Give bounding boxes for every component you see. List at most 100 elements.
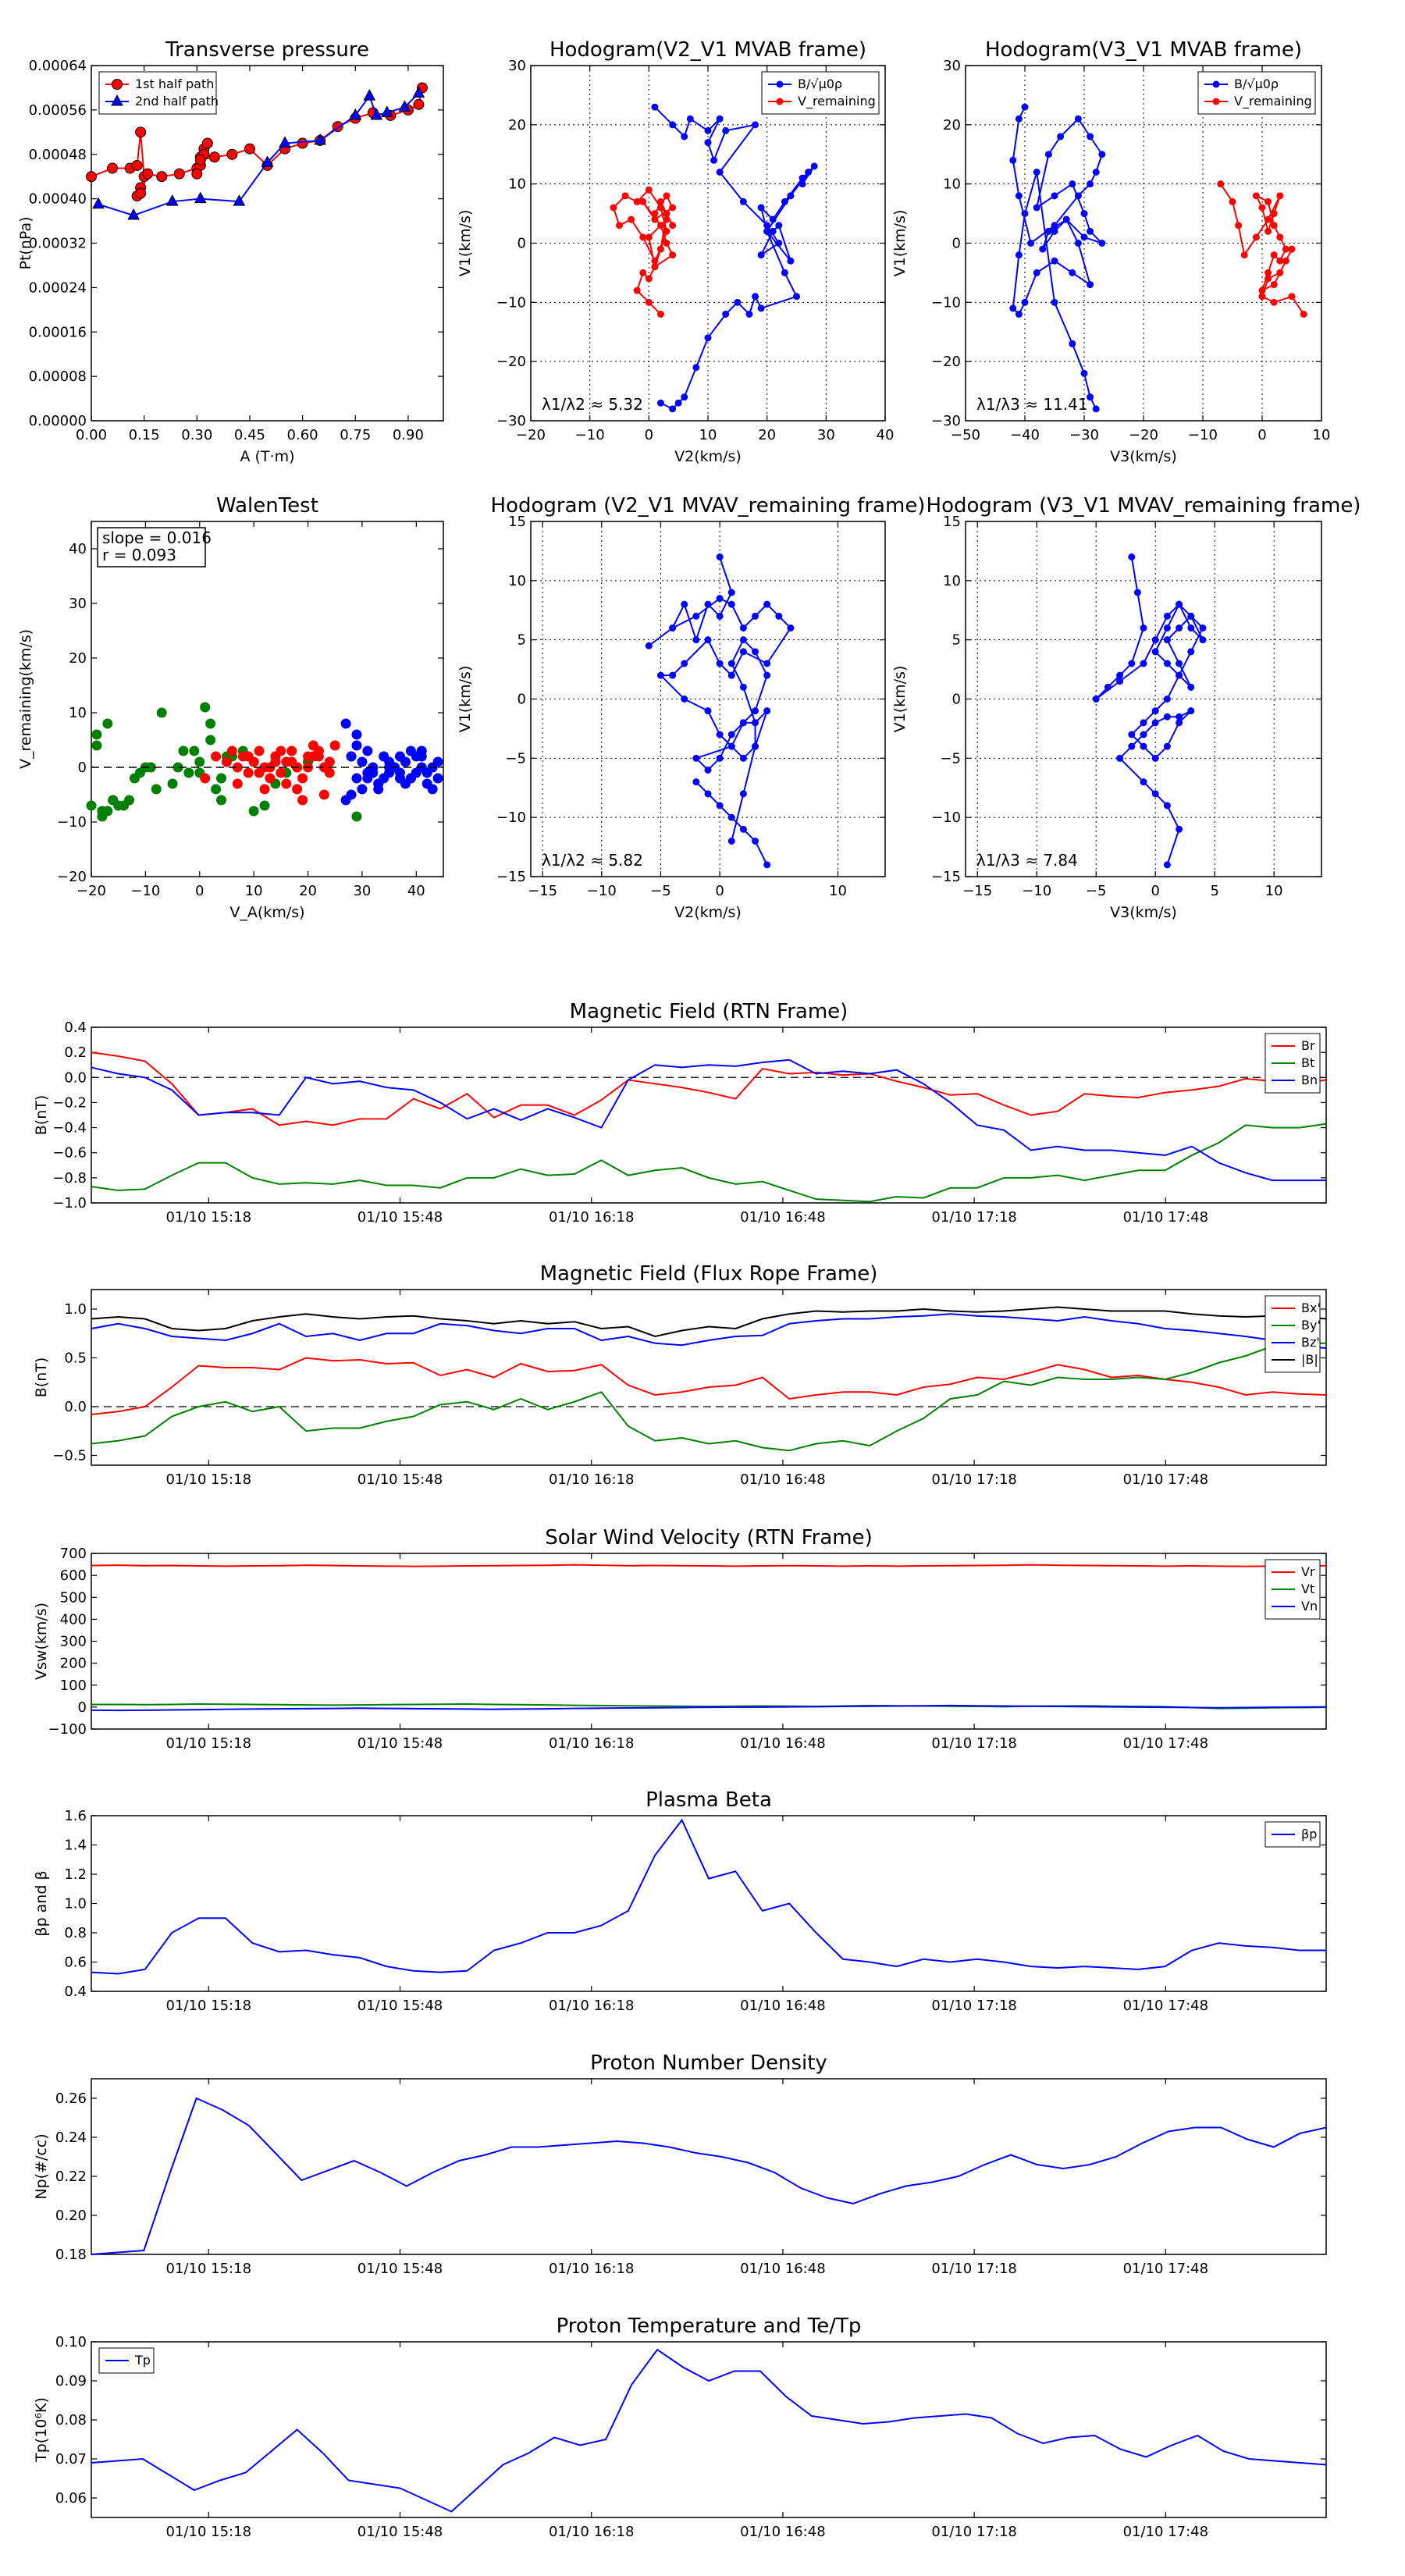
- mag_fr-legend-label: |B|: [1301, 1352, 1318, 1367]
- walen-point: [243, 767, 254, 778]
- tp_temp-ytick-label: 0.08: [55, 2412, 87, 2428]
- hodo2-point: [1087, 227, 1094, 235]
- hodo3-point: [739, 790, 747, 798]
- mag_fr-xtick-label: 01/10 17:18: [931, 1471, 1016, 1488]
- hodo2-point: [1270, 281, 1278, 289]
- walen-point: [270, 756, 281, 767]
- hodo2-point: [1080, 233, 1088, 241]
- walen-ytick-label: −10: [57, 814, 87, 831]
- hodo2-point: [1074, 115, 1082, 123]
- hodo4-point: [1140, 660, 1147, 667]
- hodo2-ylabel: V1(km/s): [891, 210, 909, 277]
- vsw-xtick-label: 01/10 15:18: [166, 1735, 251, 1752]
- hodo2-ytick-label: −10: [931, 294, 961, 311]
- hodo4-point: [1199, 624, 1207, 632]
- hodo4-point: [1187, 624, 1195, 632]
- hodo3-ytick-label: 0: [518, 692, 526, 708]
- tp-point: [370, 108, 383, 120]
- hodo3-point: [739, 636, 747, 644]
- hodo4-point: [1187, 683, 1195, 691]
- mag_fr-series-Bz': [91, 1313, 1327, 1349]
- hodo1-xtick-label: 30: [817, 427, 835, 443]
- tp_temp-legend-label: Tp: [134, 2353, 151, 2368]
- hodo2-point: [1258, 204, 1266, 212]
- np-xtick-label: 01/10 17:18: [931, 2261, 1016, 2277]
- hodo2-point: [1051, 257, 1058, 265]
- hodo3-point: [669, 624, 677, 632]
- tp-point: [92, 197, 105, 209]
- vsw-ylabel: Vsw(km/s): [33, 1603, 50, 1680]
- hodo2-point: [1033, 169, 1040, 176]
- hodo2-point: [1282, 257, 1289, 265]
- hodo2-point: [1009, 156, 1017, 164]
- np-ylabel: Np(#/cc): [33, 2133, 50, 2199]
- hodo2-title: Hodogram(V3_V1 MVAB frame): [985, 38, 1302, 62]
- walen-ytick-label: −20: [57, 869, 87, 885]
- hodo4-point: [1187, 648, 1195, 656]
- hodo1-point: [663, 227, 670, 235]
- hodo2-point: [1288, 245, 1296, 253]
- hodo1-legend: [761, 71, 880, 115]
- np-xtick-label: 01/10 17:48: [1123, 2261, 1208, 2277]
- vsw-ytick-label: 500: [60, 1589, 87, 1606]
- tp-xtick-label: 0.90: [393, 427, 424, 443]
- hodo3-xtick-label: −5: [650, 883, 671, 899]
- hodo3-point: [716, 660, 724, 667]
- hodo1-point: [656, 399, 664, 407]
- hodo1-point: [722, 126, 730, 134]
- mag_fr-chart: Magnetic Field (Flux Rope Frame) −0.5 0.0 0…: [33, 1262, 1327, 1488]
- hodo4-xtick-label: 5: [1210, 883, 1218, 899]
- mag_fr-title: Magnetic Field (Flux Rope Frame): [540, 1262, 878, 1286]
- hodo3-point: [763, 600, 771, 608]
- walen-xtick-label: 40: [407, 883, 425, 899]
- hodo2-ytick-label: 20: [943, 117, 961, 133]
- np-xtick-label: 01/10 15:18: [166, 2261, 251, 2277]
- hodo2-point: [1015, 251, 1023, 259]
- hodo3-ylabel: V1(km/s): [457, 666, 474, 733]
- walen-point: [102, 806, 113, 817]
- hodo4-eigen-ratio: λ1/λ3 ≈ 7.84: [976, 851, 1078, 870]
- walen-xtick-label: 0: [195, 883, 204, 899]
- beta-series-βp: [91, 1818, 1326, 1975]
- hodo1-point: [775, 240, 783, 247]
- hodo4-point: [1163, 624, 1171, 632]
- hodo2-point: [1276, 269, 1284, 276]
- np-title: Proton Number Density: [590, 2051, 827, 2075]
- walen-stat-0: slope = 0.016: [102, 528, 212, 547]
- hodo3-point: [645, 642, 653, 649]
- tp-point: [398, 100, 411, 112]
- hodo2-xtick-label: −40: [1010, 427, 1040, 443]
- tp_temp-frame: [91, 2341, 1327, 2518]
- hodo1-point: [633, 286, 641, 294]
- walen-point: [292, 784, 303, 795]
- hodo3-title: Hodogram (V2_V1 MVAV_remaining frame): [491, 494, 926, 518]
- hodo1-point: [645, 298, 653, 306]
- hodo2-ytick-label: 0: [952, 236, 961, 252]
- np-series-0: [91, 2097, 1327, 2255]
- hodo3-point: [727, 813, 735, 821]
- hodo2-point: [1074, 192, 1082, 200]
- hodo4-point: [1140, 778, 1147, 786]
- hodo1-point: [610, 204, 617, 212]
- hodo1-point: [787, 257, 795, 265]
- walen-point: [276, 767, 286, 778]
- hodo1-xtick-label: 10: [699, 427, 717, 443]
- walen-point: [200, 773, 211, 784]
- vsw-ytick-label: 700: [60, 1546, 87, 1562]
- mag_rtn-ytick-label: −1.0: [52, 1195, 87, 1212]
- hodo1-point: [799, 180, 806, 188]
- tp-point: [135, 126, 147, 138]
- hodo3-point: [681, 696, 688, 703]
- tp-xtick-label: 0.60: [287, 427, 318, 443]
- hodo3-point: [704, 707, 712, 715]
- hodo4-point: [1163, 612, 1171, 620]
- hodo1-point: [716, 169, 724, 176]
- beta-ytick-label: 1.2: [64, 1866, 87, 1883]
- hodo1-point: [799, 174, 806, 182]
- hodo1-point: [745, 311, 753, 318]
- hodo3-point: [739, 754, 747, 762]
- hodo1-point: [781, 269, 788, 276]
- hodo2-point: [1282, 245, 1289, 253]
- beta-chart: Plasma Beta 0.4 0.6 0.8 1.0 1.2 1.4 1.6 01/10 15…: [33, 1788, 1327, 2014]
